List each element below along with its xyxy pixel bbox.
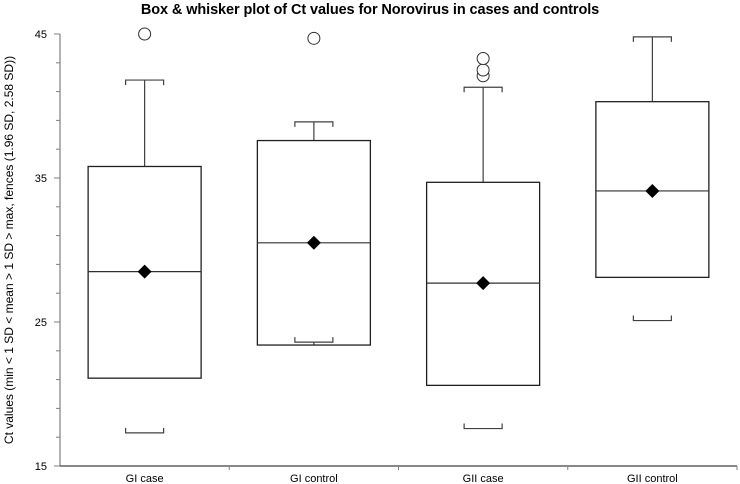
lower-fence-cap xyxy=(632,315,672,322)
box-gi-case xyxy=(87,27,202,434)
mean-diamond-icon xyxy=(137,264,152,279)
upper-fence-cap xyxy=(294,121,334,127)
mean-diamond-icon xyxy=(476,276,491,291)
boxes xyxy=(87,27,710,434)
box-gi-control xyxy=(256,31,372,346)
mean-diamond-icon xyxy=(645,183,660,198)
mean-diamond-icon xyxy=(306,235,321,250)
upper-fence-cap xyxy=(632,36,672,42)
box-rect xyxy=(425,181,541,387)
x-category-label: GI control xyxy=(290,473,338,484)
box-rect xyxy=(87,165,202,379)
outlier-circle-icon xyxy=(307,31,321,45)
y-tick-label: 45 xyxy=(35,29,47,41)
axes xyxy=(54,33,738,470)
lower-fence-cap xyxy=(125,427,165,434)
chart-title: Box & whisker plot of Ct values for Noro… xyxy=(140,2,600,18)
x-category-label: GI case xyxy=(126,473,164,484)
axis-labels: 15 25 35 45 GI case GI control GII case GII con… xyxy=(35,29,678,484)
outlier-circle-icon xyxy=(476,51,490,65)
y-tick-label: 25 xyxy=(35,317,47,329)
lower-fence-cap xyxy=(294,337,334,343)
x-category-label: GII control xyxy=(627,473,678,484)
lower-fence-cap xyxy=(463,423,503,430)
box-rect xyxy=(595,101,710,279)
upper-fence-cap xyxy=(125,79,165,86)
upper-fence-cap xyxy=(463,86,503,93)
box-gii-case xyxy=(425,51,541,430)
box-gii-control xyxy=(595,36,710,322)
y-tick-label: 35 xyxy=(35,173,47,185)
x-category-label: GII case xyxy=(463,473,504,484)
outlier-circle-icon xyxy=(476,63,490,77)
outlier-circle-icon xyxy=(138,27,152,41)
y-tick-label: 15 xyxy=(35,461,47,473)
